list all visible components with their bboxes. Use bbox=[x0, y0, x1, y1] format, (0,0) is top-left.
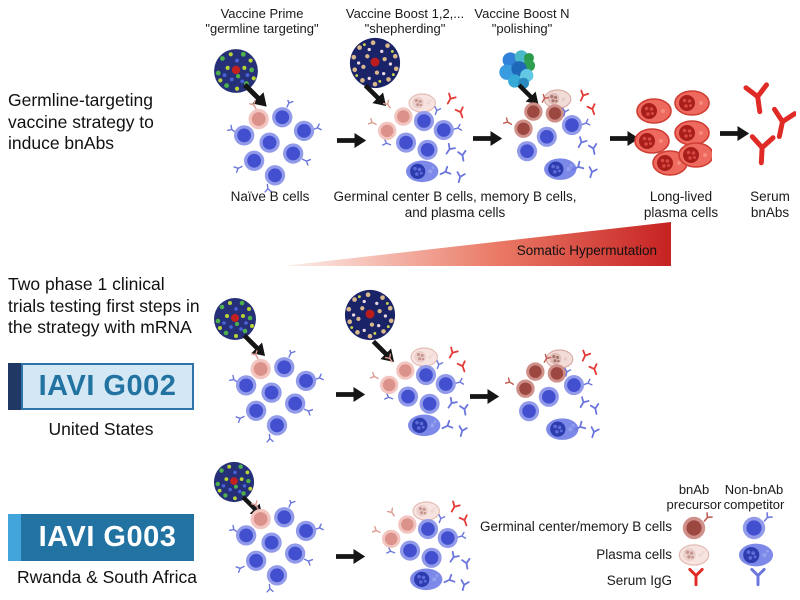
legend-row-gc-memory-label: Germinal center/memory B cells bbox=[479, 519, 672, 534]
legend-precursor-plasma-icon bbox=[678, 544, 710, 566]
germinal-center-cluster bbox=[370, 340, 482, 446]
g002-location-label: United States bbox=[48, 419, 154, 439]
naive-b-cell-cluster bbox=[228, 350, 326, 448]
stage-label-prime: Vaccine Prime "germline targeting" bbox=[177, 6, 347, 37]
legend-col-non-bnab-competitor: Non-bnAb competitor bbox=[714, 482, 794, 513]
logo-text: IAVI G003 bbox=[38, 521, 177, 553]
stage-title: Vaccine Prime bbox=[220, 6, 304, 21]
serum-bnabs-group bbox=[742, 82, 796, 170]
stage-label-boost: Vaccine Boost 1,2,... "shepherding" bbox=[320, 6, 490, 37]
legend-competitor-plasma-icon bbox=[738, 543, 774, 567]
long-lived-plasma-cells-group bbox=[634, 90, 712, 176]
caption-line: Germinal center B cells, memory B cells, bbox=[333, 189, 577, 204]
stage-label-boost-n: Vaccine Boost N "polishing" bbox=[437, 6, 607, 37]
legend-row-plasma-label: Plasma cells bbox=[596, 547, 672, 562]
stage-title: Vaccine Boost 1,2,... bbox=[345, 6, 465, 21]
caption-line: Serum bbox=[750, 189, 790, 204]
arrow-right-icon bbox=[470, 388, 500, 405]
germinal-center-cluster bbox=[372, 494, 484, 600]
arrow-right-icon bbox=[336, 386, 366, 403]
somatic-hypermutation-wedge: Somatic Hypermutation bbox=[283, 222, 671, 268]
stage-title: Vaccine Boost N bbox=[474, 6, 570, 21]
iavi-g003-logo: IAVI G003 bbox=[8, 514, 194, 561]
caption-line: and plasma cells bbox=[404, 204, 506, 220]
caption-line: Naïve B cells bbox=[230, 189, 310, 204]
somatic-hypermutation-label: Somatic Hypermutation bbox=[516, 243, 657, 258]
germinal-center-cluster bbox=[368, 86, 480, 192]
long-lived-plasma-label: Long-lived plasma cells bbox=[625, 189, 737, 221]
caption-line: Long-lived bbox=[649, 189, 713, 204]
legend-serum-igg-red-icon bbox=[688, 567, 704, 587]
strategy-heading: Germline-targeting vaccine strategy to i… bbox=[8, 90, 154, 154]
trials-heading: Two phase 1 clinical trials testing firs… bbox=[8, 274, 200, 338]
nanoparticle-boost-icon bbox=[343, 288, 397, 342]
caption-line: bnAbs bbox=[750, 204, 790, 220]
legend-competitor-cell-icon bbox=[742, 512, 773, 540]
wedge-shape bbox=[283, 222, 671, 266]
legend-header-line: competitor bbox=[723, 497, 785, 513]
legend-col-bnab-precursor: bnAb precursor bbox=[658, 482, 730, 513]
naive-b-cell-cluster bbox=[226, 100, 324, 198]
legend-header-line: bnAb bbox=[678, 482, 710, 497]
legend-row-serum-igg-label: Serum IgG bbox=[606, 573, 672, 588]
logo-text-box: IAVI G002 bbox=[21, 363, 194, 410]
arrow-right-icon bbox=[337, 132, 367, 149]
logo-text-box: IAVI G003 bbox=[21, 514, 194, 561]
matured-b-cell-cluster bbox=[498, 82, 610, 188]
stage-subtitle: "polishing" bbox=[491, 21, 553, 37]
logo-accent-bar bbox=[8, 514, 21, 561]
naive-b-cells-label: Naïve B cells bbox=[205, 189, 335, 205]
legend-precursor-cell-icon bbox=[682, 512, 713, 540]
serum-bnabs-label: Serum bnAbs bbox=[738, 189, 800, 221]
matured-b-cell-cluster bbox=[500, 342, 612, 448]
stage-subtitle: "germline targeting" bbox=[205, 21, 319, 37]
legend-header-line: Non-bnAb bbox=[724, 482, 784, 497]
arrow-right-icon bbox=[336, 548, 366, 565]
germinal-center-label: Germinal center B cells, memory B cells,… bbox=[295, 189, 615, 221]
logo-text: IAVI G002 bbox=[38, 370, 177, 402]
legend-serum-igg-blue-icon bbox=[750, 567, 766, 587]
legend-header-line: precursor bbox=[666, 497, 722, 513]
iavi-g002-logo: IAVI G002 bbox=[8, 363, 194, 410]
logo-accent-bar bbox=[8, 363, 21, 410]
caption-line: plasma cells bbox=[643, 204, 719, 220]
stage-subtitle: "shepherding" bbox=[364, 21, 446, 37]
naive-b-cell-cluster bbox=[228, 500, 326, 598]
g003-location-label: Rwanda & South Africa bbox=[17, 567, 197, 587]
